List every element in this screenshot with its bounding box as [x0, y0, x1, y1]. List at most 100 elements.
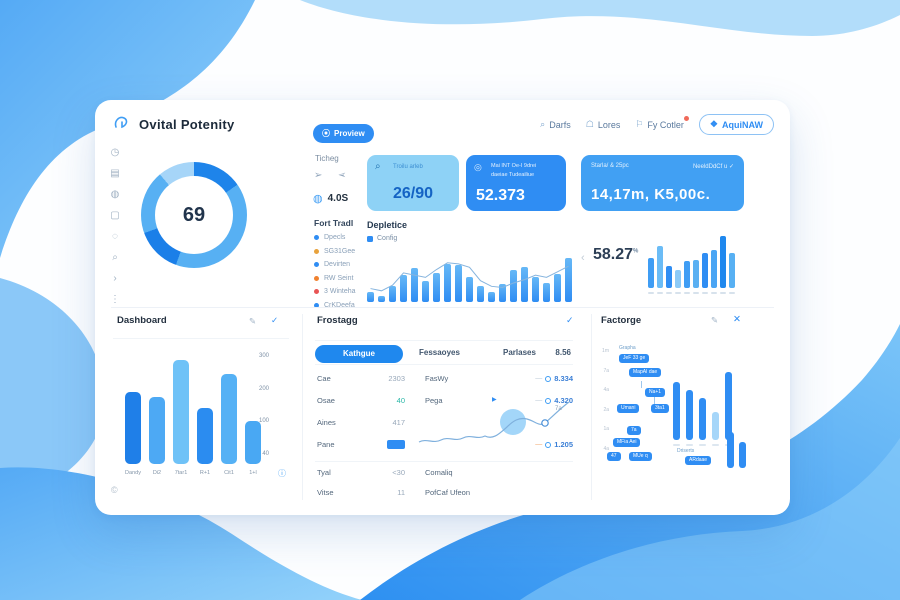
group-label: Driserts — [677, 448, 695, 454]
legend-item: RW Seint — [314, 275, 356, 282]
flow-node[interactable]: 47 — [607, 452, 621, 461]
divider — [302, 314, 303, 500]
edit-icon[interactable]: ✎ — [249, 316, 257, 326]
action-button-fy-cotler[interactable]: ⚐ Fy Cotler — [635, 116, 689, 130]
status-circle-icon — [545, 375, 552, 382]
preview-button[interactable]: ⦿ Proview — [313, 124, 374, 143]
dots-icon[interactable]: ⋮ — [110, 294, 120, 305]
table-row[interactable]: Vitse 11 PofCaf Ufeon — [317, 488, 471, 497]
copyright-icon: © — [111, 485, 118, 495]
flow-node[interactable]: ARdaae — [685, 456, 712, 465]
edit-icon[interactable]: ✎ — [711, 315, 719, 325]
action-button-darfs[interactable]: ⌕ Darfs — [540, 119, 571, 130]
flow-node[interactable]: Umani — [617, 404, 640, 413]
sidebar-icon-rail: ◷ ▤ ◍ ▢ ◌ ⌕ › ⋮ — [108, 148, 122, 305]
rate-bar-chart — [648, 230, 746, 288]
flow-node[interactable]: JeF 33 ge — [619, 354, 650, 363]
table-row[interactable]: Tyal <30 Comaliq — [317, 468, 453, 477]
close-icon[interactable]: ✕ — [733, 314, 741, 325]
circle-icon[interactable]: ◌ — [112, 231, 118, 242]
search-icon: ⌕ — [540, 119, 546, 129]
depletion-chart-title: Depletice — [367, 220, 408, 230]
legend-swatch — [367, 235, 373, 242]
status-circle-icon — [545, 397, 552, 404]
factorge-small-bar-chart — [727, 432, 747, 468]
depletion-bar-chart — [367, 246, 574, 302]
tab-kathgue[interactable]: Kathgue — [315, 344, 403, 363]
table-header: Kathgue Fessaoyes Parlases 8.56 — [315, 340, 573, 365]
flow-node[interactable]: Na+1 — [645, 388, 666, 397]
app-logo-icon — [114, 116, 128, 129]
column-header: Fessaoyes — [419, 348, 460, 357]
divider — [591, 314, 592, 500]
legend-item: 3 Winteha — [314, 288, 356, 295]
globe-icon[interactable]: ◍ — [110, 189, 120, 200]
stat-card-ratio: ⌕ Troilu arleb 26/90 — [367, 155, 459, 211]
action-button-aquinaw[interactable]: ❖ AquiNAW — [698, 114, 774, 135]
legend-title: Fort Tradl — [314, 218, 354, 228]
cursor-icon[interactable]: ➢ — [338, 170, 347, 181]
divider — [111, 307, 774, 308]
dashboard-y-axis: 300 200 100 40 — [258, 353, 269, 457]
column-header: 8.56 — [555, 348, 571, 357]
table-row[interactable]: Cae 2303 FasWy —8.334 — [317, 374, 573, 383]
check-icon[interactable]: ✓ — [566, 315, 574, 325]
dashboard-bar-chart: Dandy Di2 7tar1 R+1 Cit1 1+l — [125, 348, 261, 476]
header-actions: ⌕ Darfs ☖ Lores ⚐ Fy Cotler ❖ AquiNAW — [540, 114, 774, 135]
stat-card-total: ◎ Mai INT Oe-I 9drei daeiae Tudeailiue 5… — [466, 155, 566, 211]
divider — [315, 461, 573, 462]
donut-value: 69 — [155, 176, 233, 254]
legend-dot — [314, 262, 319, 267]
preview-label: Proview — [334, 129, 365, 138]
legend-dot — [314, 289, 319, 294]
cursor-icon[interactable]: ➢ — [314, 170, 323, 181]
stat-card-amount: Starla/ & 25pc NeeldDdCf u ✓ 14,17m, K5,… — [581, 155, 744, 211]
box-icon[interactable]: ▢ — [110, 210, 120, 221]
legend-item: SG31Gee — [314, 248, 356, 255]
group-label: Grapha — [619, 345, 636, 351]
check-icon: ✓ — [728, 164, 734, 170]
connector — [654, 397, 655, 404]
legend-item: CrKDeefa — [314, 302, 356, 309]
depletion-legend: Config — [367, 235, 397, 242]
flow-node[interactable]: MUe q — [629, 452, 652, 461]
stat-label: Mai INT Oe-I 9drei daeiae Tudeailiue — [491, 163, 537, 178]
search-icon: ⌕ — [375, 161, 381, 172]
chevron-left-icon[interactable]: ‹ — [581, 252, 585, 264]
factorge-y-axis: 1m 7a 4a 2a 1a 4a — [602, 348, 609, 452]
stat-value: 14,17m, K5,00c. — [591, 186, 711, 203]
card-icon[interactable]: ▤ — [110, 168, 120, 179]
version-row: ◍ 4.0S — [313, 192, 348, 205]
dashboard-panel-title: Dashboard — [117, 315, 167, 326]
flow-node[interactable]: MFia Aei — [613, 438, 641, 447]
pin-icon: ⦿ — [322, 129, 330, 138]
clock-icon[interactable]: ◷ — [110, 147, 120, 158]
stat-value: 26/90 — [392, 185, 434, 202]
flow-node[interactable]: 3ta1 — [651, 404, 669, 413]
flow-node[interactable]: MapAI dae — [629, 368, 662, 377]
flow-node[interactable]: 7a — [627, 426, 641, 435]
stat-value: 52.373 — [476, 187, 525, 204]
play-icon[interactable]: ▶ — [492, 397, 497, 403]
dashboard-card: Ovital Potenity ⌕ Darfs ☖ Lores ⚐ Fy Cotler ❖ A… — [95, 100, 790, 515]
check-icon[interactable]: ✓ — [271, 315, 279, 325]
factorge-panel-title: Factorge — [601, 315, 642, 326]
search-icon[interactable]: ⌕ — [112, 252, 118, 263]
target-icon: ◎ — [474, 162, 482, 172]
frostagg-panel-title: Frostagg — [317, 315, 358, 326]
chevron-icon[interactable]: › — [113, 273, 117, 284]
table-row[interactable]: Aines 417 — [317, 418, 405, 427]
donut-gauge: 69 — [141, 162, 247, 268]
sparkline-end-label: 7a — [555, 406, 562, 412]
legend-label: Config — [377, 235, 398, 242]
info-icon[interactable]: ⓘ — [278, 469, 286, 478]
action-button-lores[interactable]: ☖ Lores — [585, 119, 621, 130]
legend-dot — [314, 235, 319, 240]
column-header: Parlases — [503, 348, 536, 357]
notification-dot — [683, 116, 689, 121]
legend-dot — [314, 248, 319, 254]
ticheg-label: Ticheg — [315, 154, 339, 163]
divider — [113, 338, 289, 339]
